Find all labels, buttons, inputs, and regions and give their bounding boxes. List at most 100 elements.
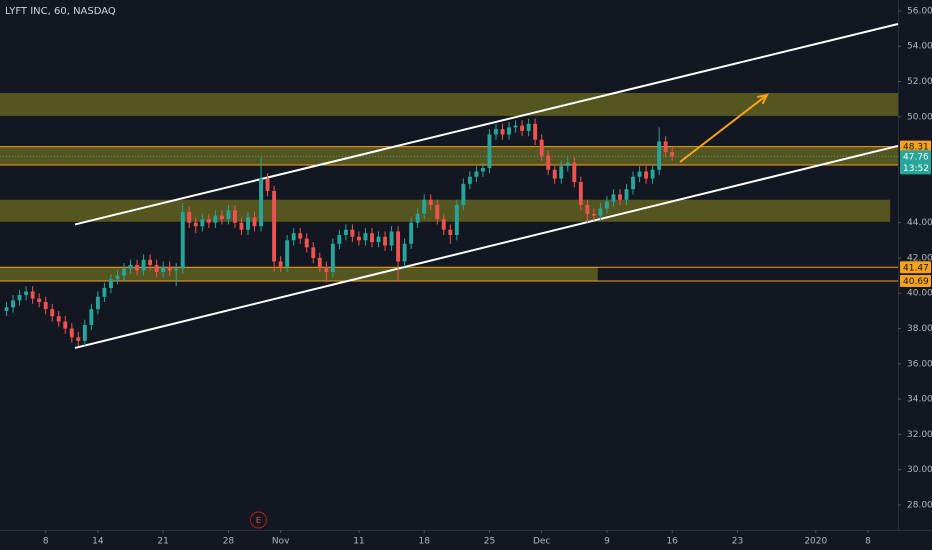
x-tick-label: 2020 [804,537,827,547]
price-line-label: 48.31 [903,143,929,153]
last-price-box [900,150,931,175]
candle-body [611,194,616,202]
x-tick-label: 8 [43,537,49,547]
price-line-label-box [900,261,931,274]
candle-body [76,337,81,341]
candle-body [43,302,48,310]
candle-body [219,215,224,220]
candle-body [585,205,590,214]
candle-body [122,268,126,276]
candle-body [533,123,538,140]
price-line-label: 40.69 [903,277,929,287]
candle-body [461,183,466,206]
candle-body [200,219,205,227]
candle-body [298,233,303,239]
candle-body [337,235,342,244]
candle-body [265,178,270,191]
candle-body [311,247,316,258]
candle-body [409,222,414,244]
x-tick-label: Nov [272,537,290,547]
candle-body [324,266,329,273]
earnings-marker [249,511,267,529]
y-tick-label: 28.00 [907,500,932,510]
candle-body [572,162,577,183]
y-tick-label: 50.00 [907,112,932,122]
candle-body [435,205,440,220]
candle-body [69,328,74,338]
x-tick-label: 18 [418,537,430,547]
candle-body [539,139,544,156]
y-tick-label: 38.00 [907,324,932,334]
trend-line [74,144,899,349]
candle-body [304,238,309,248]
y-tick-label: 36.00 [907,359,932,369]
candle-body [644,171,649,179]
candle-body [30,291,35,299]
candle-body [108,279,113,288]
candle-body [389,231,394,246]
candle-body [259,178,264,227]
candle-body [56,316,61,322]
zone [0,92,898,116]
candle-body [154,265,159,273]
x-tick-label: 11 [353,537,364,547]
x-tick-label: 28 [223,537,235,547]
candle-body [663,141,668,153]
candle-body [578,182,583,206]
candle-body [246,217,250,230]
candle-body [206,219,211,223]
x-tick-label: 21 [157,537,168,547]
price-line-label-box [900,140,931,153]
x-tick-label: 9 [604,537,610,547]
candle-body [317,257,322,267]
candle-body [174,268,179,271]
zone [0,267,598,282]
candle-body [82,324,87,341]
candle-body [507,127,511,135]
candle-body [291,233,296,241]
candle-body [167,266,172,271]
candle-body [415,213,420,223]
candle-body [24,291,29,295]
last-price-label: 47.76 [903,152,929,162]
candle-body [448,229,453,236]
candle-body [17,294,22,301]
candle-body [89,309,94,325]
candle-body [598,208,603,216]
candle-body [441,219,446,230]
y-tick-label: 32.00 [907,430,932,440]
candle-body [618,194,622,200]
x-tick-label: 25 [484,537,495,547]
candle-body [37,298,42,303]
candle-body [396,231,401,262]
trend-line [74,23,899,226]
candle-body [467,176,472,184]
candle-body [161,266,166,273]
y-tick-label: 30.00 [907,465,932,475]
candle-body [4,307,9,311]
candle-body [95,296,100,310]
x-tick-label: Dec [533,537,550,547]
candle-body [343,229,348,236]
y-tick-label: 54.00 [907,42,932,52]
candle-body [370,233,374,243]
candle-body [428,199,433,206]
candle-body [624,189,629,200]
candle-body [591,213,596,216]
candle-body [232,210,237,223]
candle-body [330,243,335,273]
earnings-label: E [256,516,261,525]
price-line-label: 41.47 [903,263,929,273]
arrow-head [757,93,769,105]
y-tick-label: 44.00 [907,218,932,228]
x-tick-label: 14 [92,537,104,547]
candle-body [383,236,388,246]
x-tick-label: 16 [666,537,678,547]
candle-body [520,125,525,131]
y-tick-label: 34.00 [907,395,932,405]
candle-body [213,215,218,223]
candle-body [272,190,277,262]
candle-body [513,125,518,128]
y-tick-label: 52.00 [907,77,932,87]
